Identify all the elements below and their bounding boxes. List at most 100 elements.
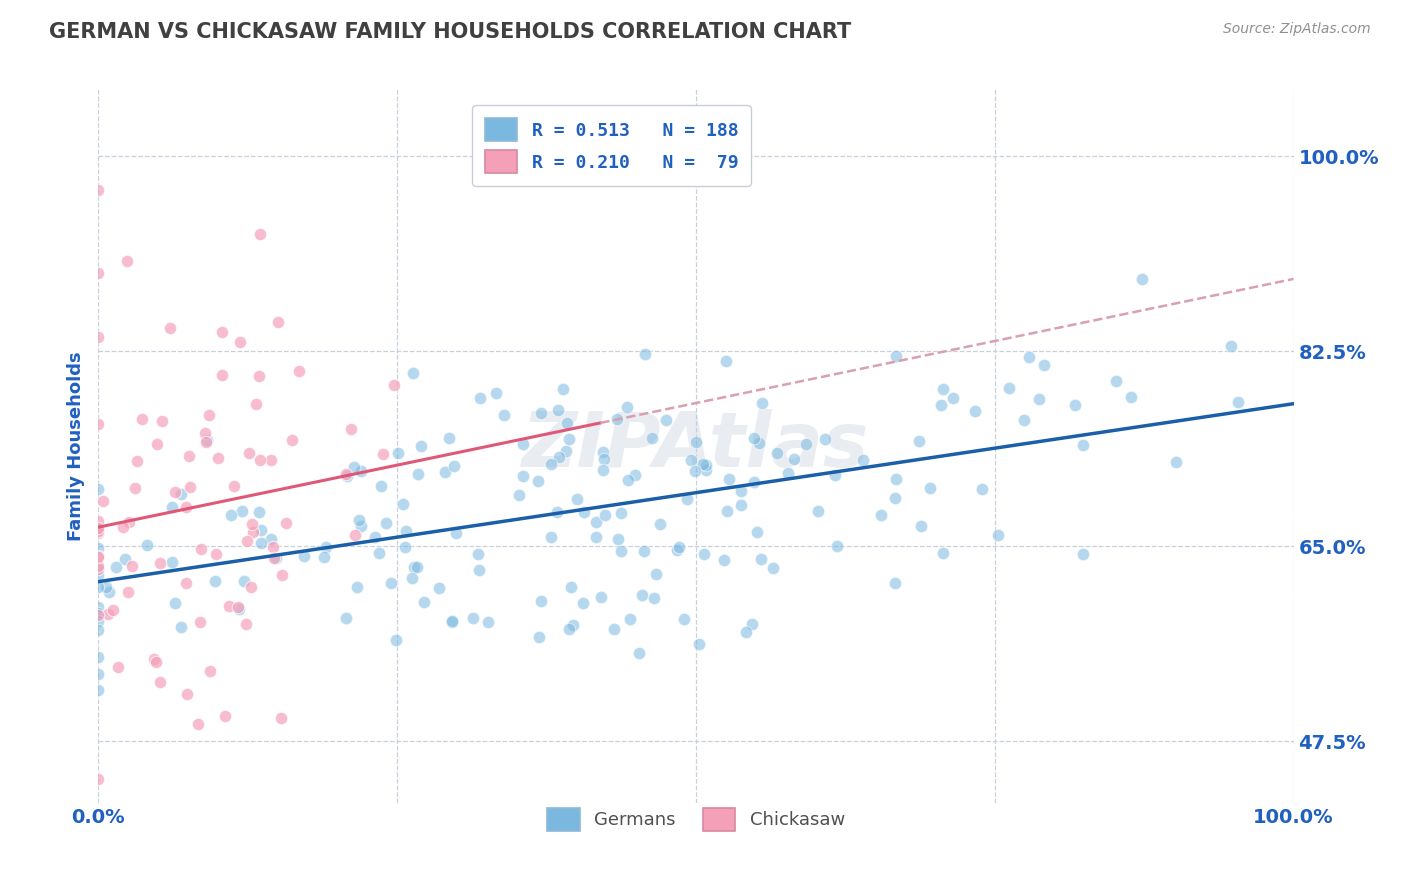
Point: [259, 532, 281, 546]
Point: [557, 622, 579, 636]
Point: [195, 433, 218, 447]
Point: [267, 315, 290, 329]
Point: [634, 347, 657, 361]
Point: [558, 432, 581, 446]
Point: [467, 548, 489, 562]
Point: [1064, 398, 1087, 412]
Point: [401, 571, 423, 585]
Point: [561, 618, 583, 632]
Point: [145, 655, 167, 669]
Point: [852, 453, 875, 467]
Point: [87, 522, 110, 536]
Point: [160, 555, 183, 569]
Point: [262, 540, 284, 554]
Y-axis label: Family Households: Family Households: [66, 351, 84, 541]
Point: [380, 575, 402, 590]
Point: [606, 412, 628, 426]
Point: [370, 479, 392, 493]
Point: [87, 772, 110, 787]
Point: [87, 606, 110, 620]
Point: [349, 513, 371, 527]
Point: [87, 650, 110, 665]
Point: [117, 254, 139, 268]
Point: [1227, 394, 1250, 409]
Point: [229, 335, 252, 350]
Point: [233, 574, 256, 589]
Point: [87, 541, 110, 555]
Point: [235, 617, 257, 632]
Point: [1028, 392, 1050, 406]
Point: [589, 590, 612, 604]
Point: [765, 446, 787, 460]
Point: [402, 366, 425, 380]
Point: [406, 559, 429, 574]
Point: [644, 566, 666, 581]
Point: [87, 526, 110, 541]
Point: [350, 464, 373, 478]
Point: [288, 364, 311, 378]
Point: [97, 585, 120, 599]
Point: [443, 458, 465, 473]
Point: [814, 432, 837, 446]
Point: [560, 580, 582, 594]
Point: [247, 369, 270, 384]
Point: [165, 485, 187, 500]
Point: [211, 368, 233, 382]
Point: [406, 467, 429, 481]
Point: [610, 544, 633, 558]
Point: [107, 660, 129, 674]
Point: [374, 516, 396, 531]
Point: [942, 391, 965, 405]
Point: [343, 460, 366, 475]
Point: [350, 519, 373, 533]
Point: [263, 550, 285, 565]
Point: [683, 464, 706, 478]
Point: [249, 453, 271, 467]
Point: [1119, 390, 1142, 404]
Point: [87, 607, 110, 621]
Point: [87, 514, 110, 528]
Point: [628, 646, 651, 660]
Point: [270, 711, 292, 725]
Point: [624, 467, 647, 482]
Point: [434, 466, 457, 480]
Point: [97, 607, 120, 621]
Point: [1071, 438, 1094, 452]
Point: [214, 709, 236, 723]
Point: [571, 596, 593, 610]
Point: [264, 551, 287, 566]
Point: [87, 568, 110, 582]
Point: [884, 472, 907, 486]
Point: [292, 549, 315, 564]
Point: [336, 468, 359, 483]
Point: [796, 437, 818, 451]
Point: [1166, 454, 1188, 468]
Point: [150, 414, 173, 428]
Point: [124, 482, 146, 496]
Point: [695, 458, 717, 473]
Point: [688, 637, 710, 651]
Point: [394, 540, 416, 554]
Point: [508, 488, 530, 502]
Point: [371, 448, 394, 462]
Point: [997, 381, 1019, 395]
Point: [346, 580, 368, 594]
Point: [1032, 359, 1054, 373]
Point: [673, 612, 696, 626]
Point: [195, 434, 218, 449]
Point: [762, 561, 785, 575]
Point: [440, 615, 463, 629]
Point: [131, 412, 153, 426]
Point: [91, 494, 114, 508]
Point: [176, 576, 198, 591]
Point: [87, 666, 110, 681]
Point: [335, 467, 357, 481]
Point: [228, 599, 250, 614]
Point: [159, 321, 181, 335]
Point: [603, 623, 626, 637]
Point: [111, 520, 134, 534]
Point: [387, 446, 409, 460]
Point: [142, 652, 165, 666]
Point: [204, 548, 226, 562]
Point: [1012, 413, 1035, 427]
